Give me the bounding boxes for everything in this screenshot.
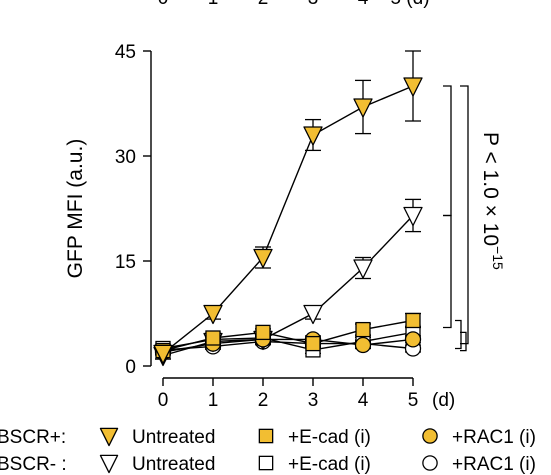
data-point <box>303 126 323 146</box>
data-point <box>405 312 421 329</box>
x-tick-label: 4 <box>358 390 369 411</box>
top-tick-label: 4 <box>358 0 369 9</box>
legend-item-label: +E-cad (i) <box>288 427 371 448</box>
y-tick-label: 45 <box>115 42 136 63</box>
data-point <box>354 336 372 354</box>
top-tick-label: 2 <box>258 0 269 9</box>
legend-item-label: +RAC1 (i) <box>452 427 536 448</box>
data-point <box>153 344 173 365</box>
top-tick-label: 5 (d) <box>390 0 429 9</box>
p-value-base: P < 1.0 × 10 <box>479 132 502 246</box>
legend-group-label: BSCR+: <box>0 427 66 448</box>
legend-group-label: BSCR- : <box>0 454 67 475</box>
top-tick-label: 3 <box>308 0 319 9</box>
y-tick-label: 0 <box>125 357 136 378</box>
series-line <box>162 319 414 352</box>
series-layer <box>153 50 423 367</box>
data-point <box>353 259 373 279</box>
legend: BSCR+: Untreated +E-cad (i) +RAC1 (i) BSCR- … <box>0 427 536 475</box>
legend-marker <box>258 455 274 471</box>
legend-item-label: +E-cad (i) <box>288 454 371 475</box>
series-line <box>162 85 414 354</box>
x-tick-label: 2 <box>258 390 269 411</box>
legend-marker <box>258 428 274 444</box>
data-point <box>353 98 373 118</box>
data-point <box>403 206 423 227</box>
series-line <box>162 338 414 353</box>
bracket <box>443 214 452 329</box>
y-axis-title: GFP MFI (a.u.) <box>64 139 87 279</box>
x-tick-label: 3 <box>308 390 319 411</box>
y-tick-label: 15 <box>115 252 136 273</box>
data-point <box>404 331 422 348</box>
series-line <box>162 215 414 357</box>
legend-marker <box>422 455 438 471</box>
data-point <box>305 335 321 352</box>
data-point <box>203 304 223 325</box>
data-point <box>205 330 221 346</box>
error-bars <box>155 50 421 360</box>
data-point <box>303 304 323 325</box>
series-line <box>162 331 414 351</box>
top-tick-label: 1 <box>208 0 219 9</box>
top-partial-tick-labels: 0 1 2 3 4 5 (d) <box>158 0 430 9</box>
legend-marker <box>422 428 438 444</box>
top-tick-label: 0 <box>158 0 169 9</box>
x-tick-label: 0 <box>158 390 169 411</box>
p-value-annotation: P < 1.0 × 10−15 <box>479 132 506 270</box>
bracket <box>460 85 469 345</box>
series-markers <box>153 77 423 367</box>
legend-item-label: Untreated <box>132 454 215 475</box>
bracket <box>443 85 452 217</box>
data-point <box>253 248 273 269</box>
data-point <box>355 321 371 338</box>
legend-item-label: +RAC1 (i) <box>452 454 536 475</box>
significance-brackets <box>443 85 469 352</box>
x-tick-label: 5 <box>408 390 419 411</box>
data-point <box>255 324 271 341</box>
x-axis-unit: (d) <box>432 390 455 411</box>
legend-marker <box>99 454 119 474</box>
data-point <box>403 77 423 97</box>
p-value-exponent: −15 <box>490 246 506 270</box>
bracket <box>455 319 462 350</box>
series-lines <box>162 85 414 357</box>
x-tick-label: 1 <box>208 390 219 411</box>
legend-item-label: Untreated <box>132 427 215 448</box>
legend-marker <box>99 427 119 447</box>
y-tick-label: 30 <box>115 147 136 168</box>
bracket <box>460 331 467 352</box>
